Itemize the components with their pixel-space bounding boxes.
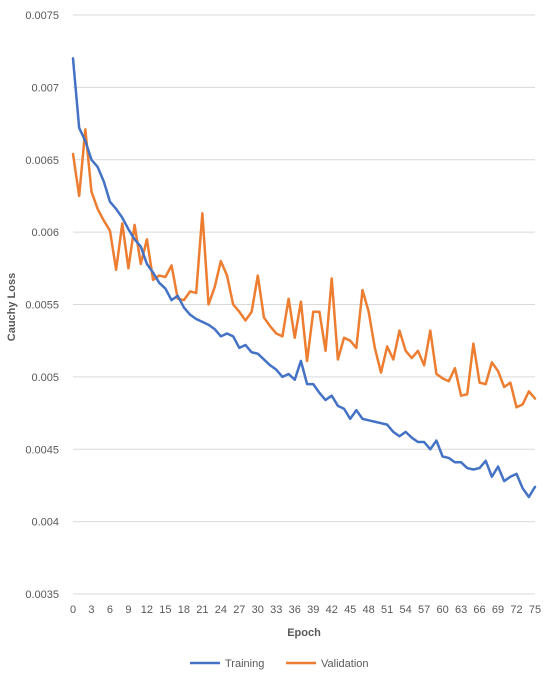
x-tick-label: 45 xyxy=(344,604,356,616)
series-line-validation xyxy=(71,128,537,409)
series-lines xyxy=(71,57,537,499)
x-tick-label: 3 xyxy=(88,604,94,616)
y-tick-label: 0.006 xyxy=(31,227,59,239)
series-line-training xyxy=(71,57,537,499)
x-axis-tick-labels: 0 3 6 9 12 15 18 21 24 27 30 33 36 39 42 45 48 51 54 57 60 63… xyxy=(70,604,541,616)
x-tick-label: 63 xyxy=(455,604,467,616)
x-tick-label: 15 xyxy=(159,604,171,616)
x-tick-label: 27 xyxy=(233,604,245,616)
x-tick-label: 48 xyxy=(363,604,375,616)
y-tick-label: 0.0045 xyxy=(25,444,59,456)
x-tick-label: 12 xyxy=(141,604,153,616)
legend-label-validation: Validation xyxy=(321,658,369,670)
x-tick-label: 69 xyxy=(492,604,504,616)
x-tick-label: 36 xyxy=(289,604,301,616)
gridlines xyxy=(73,14,535,595)
x-tick-label: 39 xyxy=(307,604,319,616)
legend: Training Validation xyxy=(190,658,369,670)
y-axis-tick-labels: 0.0035 0.004 0.0045 0.005 0.0055 0.006 0.0065 0… xyxy=(25,10,59,601)
x-tick-label: 72 xyxy=(510,604,522,616)
x-tick-label: 33 xyxy=(270,604,282,616)
y-axis-title: Cauchy Loss xyxy=(6,273,18,341)
x-tick-label: 51 xyxy=(381,604,393,616)
y-tick-label: 0.0055 xyxy=(25,300,59,312)
x-tick-label: 66 xyxy=(473,604,485,616)
x-tick-label: 60 xyxy=(436,604,448,616)
x-axis-title: Epoch xyxy=(287,627,321,639)
y-tick-label: 0.007 xyxy=(31,82,59,94)
x-tick-label: 21 xyxy=(196,604,208,616)
y-tick-label: 0.004 xyxy=(31,517,59,529)
x-tick-label: 75 xyxy=(529,604,541,616)
x-tick-label: 18 xyxy=(178,604,190,616)
x-tick-label: 42 xyxy=(326,604,338,616)
legend-label-training: Training xyxy=(225,658,264,670)
x-tick-label: 30 xyxy=(252,604,264,616)
x-tick-label: 0 xyxy=(70,604,76,616)
x-tick-label: 24 xyxy=(215,604,227,616)
y-tick-label: 0.005 xyxy=(31,372,59,384)
x-tick-label: 57 xyxy=(418,604,430,616)
x-tick-label: 9 xyxy=(125,604,131,616)
x-tick-label: 54 xyxy=(400,604,412,616)
x-tick-label: 6 xyxy=(107,604,113,616)
y-tick-label: 0.0065 xyxy=(25,155,59,167)
y-tick-label: 0.0035 xyxy=(25,589,59,601)
y-tick-label: 0.0075 xyxy=(25,10,59,22)
